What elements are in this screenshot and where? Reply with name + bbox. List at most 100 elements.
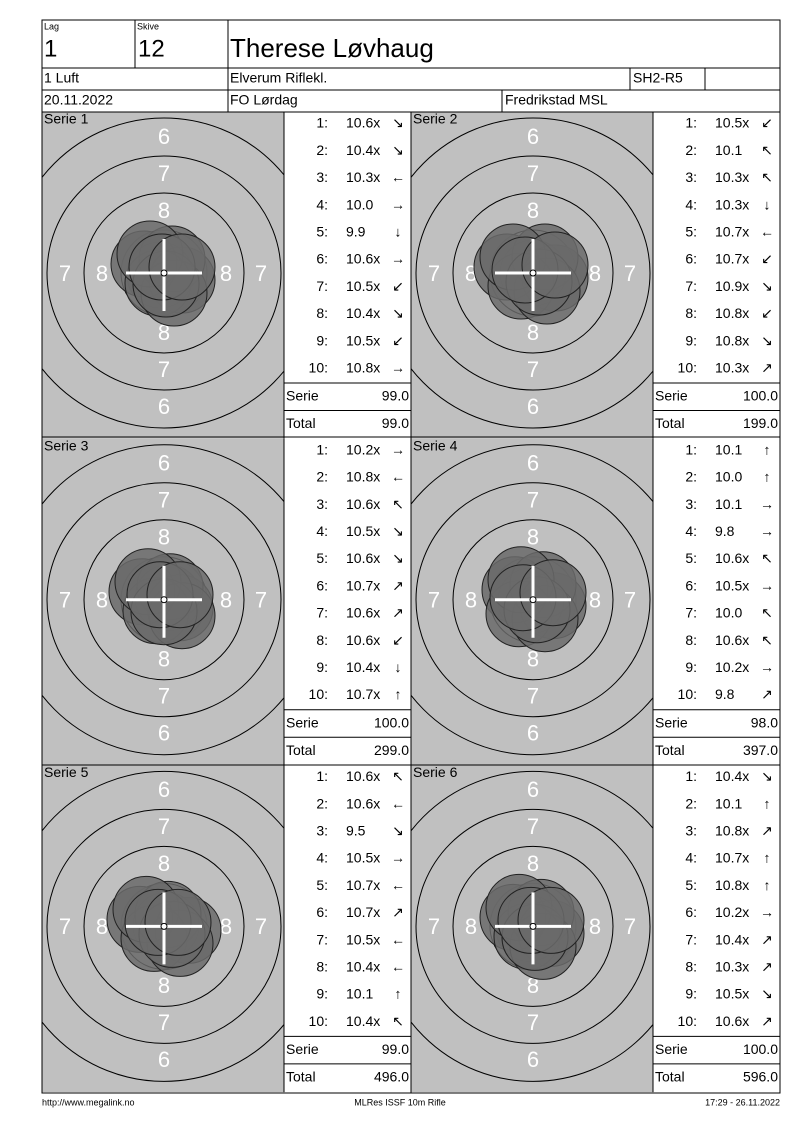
shot-direction: ↘ [392,142,404,158]
ring-label: 6 [158,1047,170,1072]
shot-number: 4: [685,523,697,539]
shot-score: 10.6x [346,251,380,267]
ring-label: 8 [158,320,170,345]
shot-number: 3: [685,823,697,839]
shot-direction: ↑ [764,850,771,866]
shot-score: 10.1 [715,795,742,811]
ring [415,808,651,1044]
ring-label: 8 [96,914,108,939]
shot-number: 6: [685,577,697,593]
footer: http://www.megalink.no [42,1097,135,1107]
shot-direction: ↖ [761,550,773,566]
ring [83,192,245,354]
shot-direction: ↑ [395,686,402,702]
ring-label: 8 [158,973,170,998]
ring-label: 8 [527,851,539,876]
ring-label: 6 [158,124,170,149]
ring-label: 7 [158,161,170,186]
shot-number: 10: [309,686,328,702]
shot-number: 2: [316,469,328,485]
shot-direction: ↘ [761,332,773,348]
shot-direction: → [391,441,405,457]
shot-direction: → [391,251,405,267]
total-label: Total [286,1069,316,1085]
total-label: Total [655,742,685,758]
shot-direction: → [760,577,774,593]
series-title: Serie 3 [44,437,89,453]
shot-score: 10.3x [715,169,749,185]
shot-score: 10.6x [346,115,380,131]
shot-score: 10.4x [346,305,380,321]
total-value: 199.0 [743,415,778,431]
ring-label: 7 [428,588,440,613]
shot-score: 10.4x [346,142,380,158]
ring-label: 8 [158,198,170,223]
shot-hole [144,888,212,956]
ring [415,155,651,391]
ring-label: 7 [527,684,539,709]
serie-label: Serie [655,1041,688,1057]
shot-score: 10.6x [715,550,749,566]
shot-direction: ↑ [764,441,771,457]
shooter-name: Therese Løvhaug [230,33,434,63]
ring-label: 7 [527,357,539,382]
ring-label: 6 [527,777,539,802]
shot-score: 10.8x [715,332,749,348]
shot-number: 9: [316,986,328,1002]
shot-direction: ↙ [392,332,404,348]
shot-direction: ↗ [761,931,773,947]
shot-score: 10.6x [346,632,380,648]
shot-number: 7: [316,605,328,621]
ring-label: 7 [59,261,71,286]
ring-label: 7 [158,1010,170,1035]
shot-score: 10.5x [346,850,380,866]
shot-direction: ↘ [392,550,404,566]
ring-label: 7 [624,914,636,939]
shot-score: 10.8x [715,823,749,839]
shot-number: 7: [685,931,697,947]
shot-number: 7: [316,278,328,294]
shot-number: 1: [316,115,328,131]
shot-number: 6: [316,904,328,920]
shot-score: 10.7x [346,904,380,920]
series-title: Serie 6 [413,764,458,780]
serie-label: Serie [655,388,688,404]
label: Skive [137,21,159,31]
shot-number: 6: [685,904,697,920]
series-title: Serie 4 [413,437,458,453]
shot-number: 1: [685,115,697,131]
shot-direction: ↘ [761,768,773,784]
shot-number: 6: [316,251,328,267]
ring-label: 7 [158,814,170,839]
total-value: 496.0 [374,1069,409,1085]
shot-score: 9.9 [346,224,366,240]
ring-label: 7 [158,488,170,513]
shot-score: 10.8x [346,360,380,376]
ring-label: 7 [527,1010,539,1035]
series-title: Serie 2 [413,111,458,127]
ring-label: 8 [465,588,477,613]
total-value: 99.0 [382,415,409,431]
shot-direction: ↑ [764,469,771,485]
shot-direction: ↖ [392,1013,404,1029]
ring-label: 6 [158,777,170,802]
ring-label: 6 [158,451,170,476]
label: Lag [44,21,59,31]
shot-direction: ↙ [761,305,773,321]
shot-number: 3: [685,496,697,512]
center-mark [160,269,168,277]
shot-direction: ↙ [392,632,404,648]
shot-number: 6: [685,251,697,267]
ring-label: 6 [158,394,170,419]
team: 1 [44,35,57,62]
lane: 12 [138,35,165,62]
shot-direction: ↖ [761,605,773,621]
shot-number: 2: [316,142,328,158]
shot-direction: ↙ [392,278,404,294]
ring [452,845,614,1007]
serie-label: Serie [286,388,319,404]
shot-number: 3: [316,496,328,512]
